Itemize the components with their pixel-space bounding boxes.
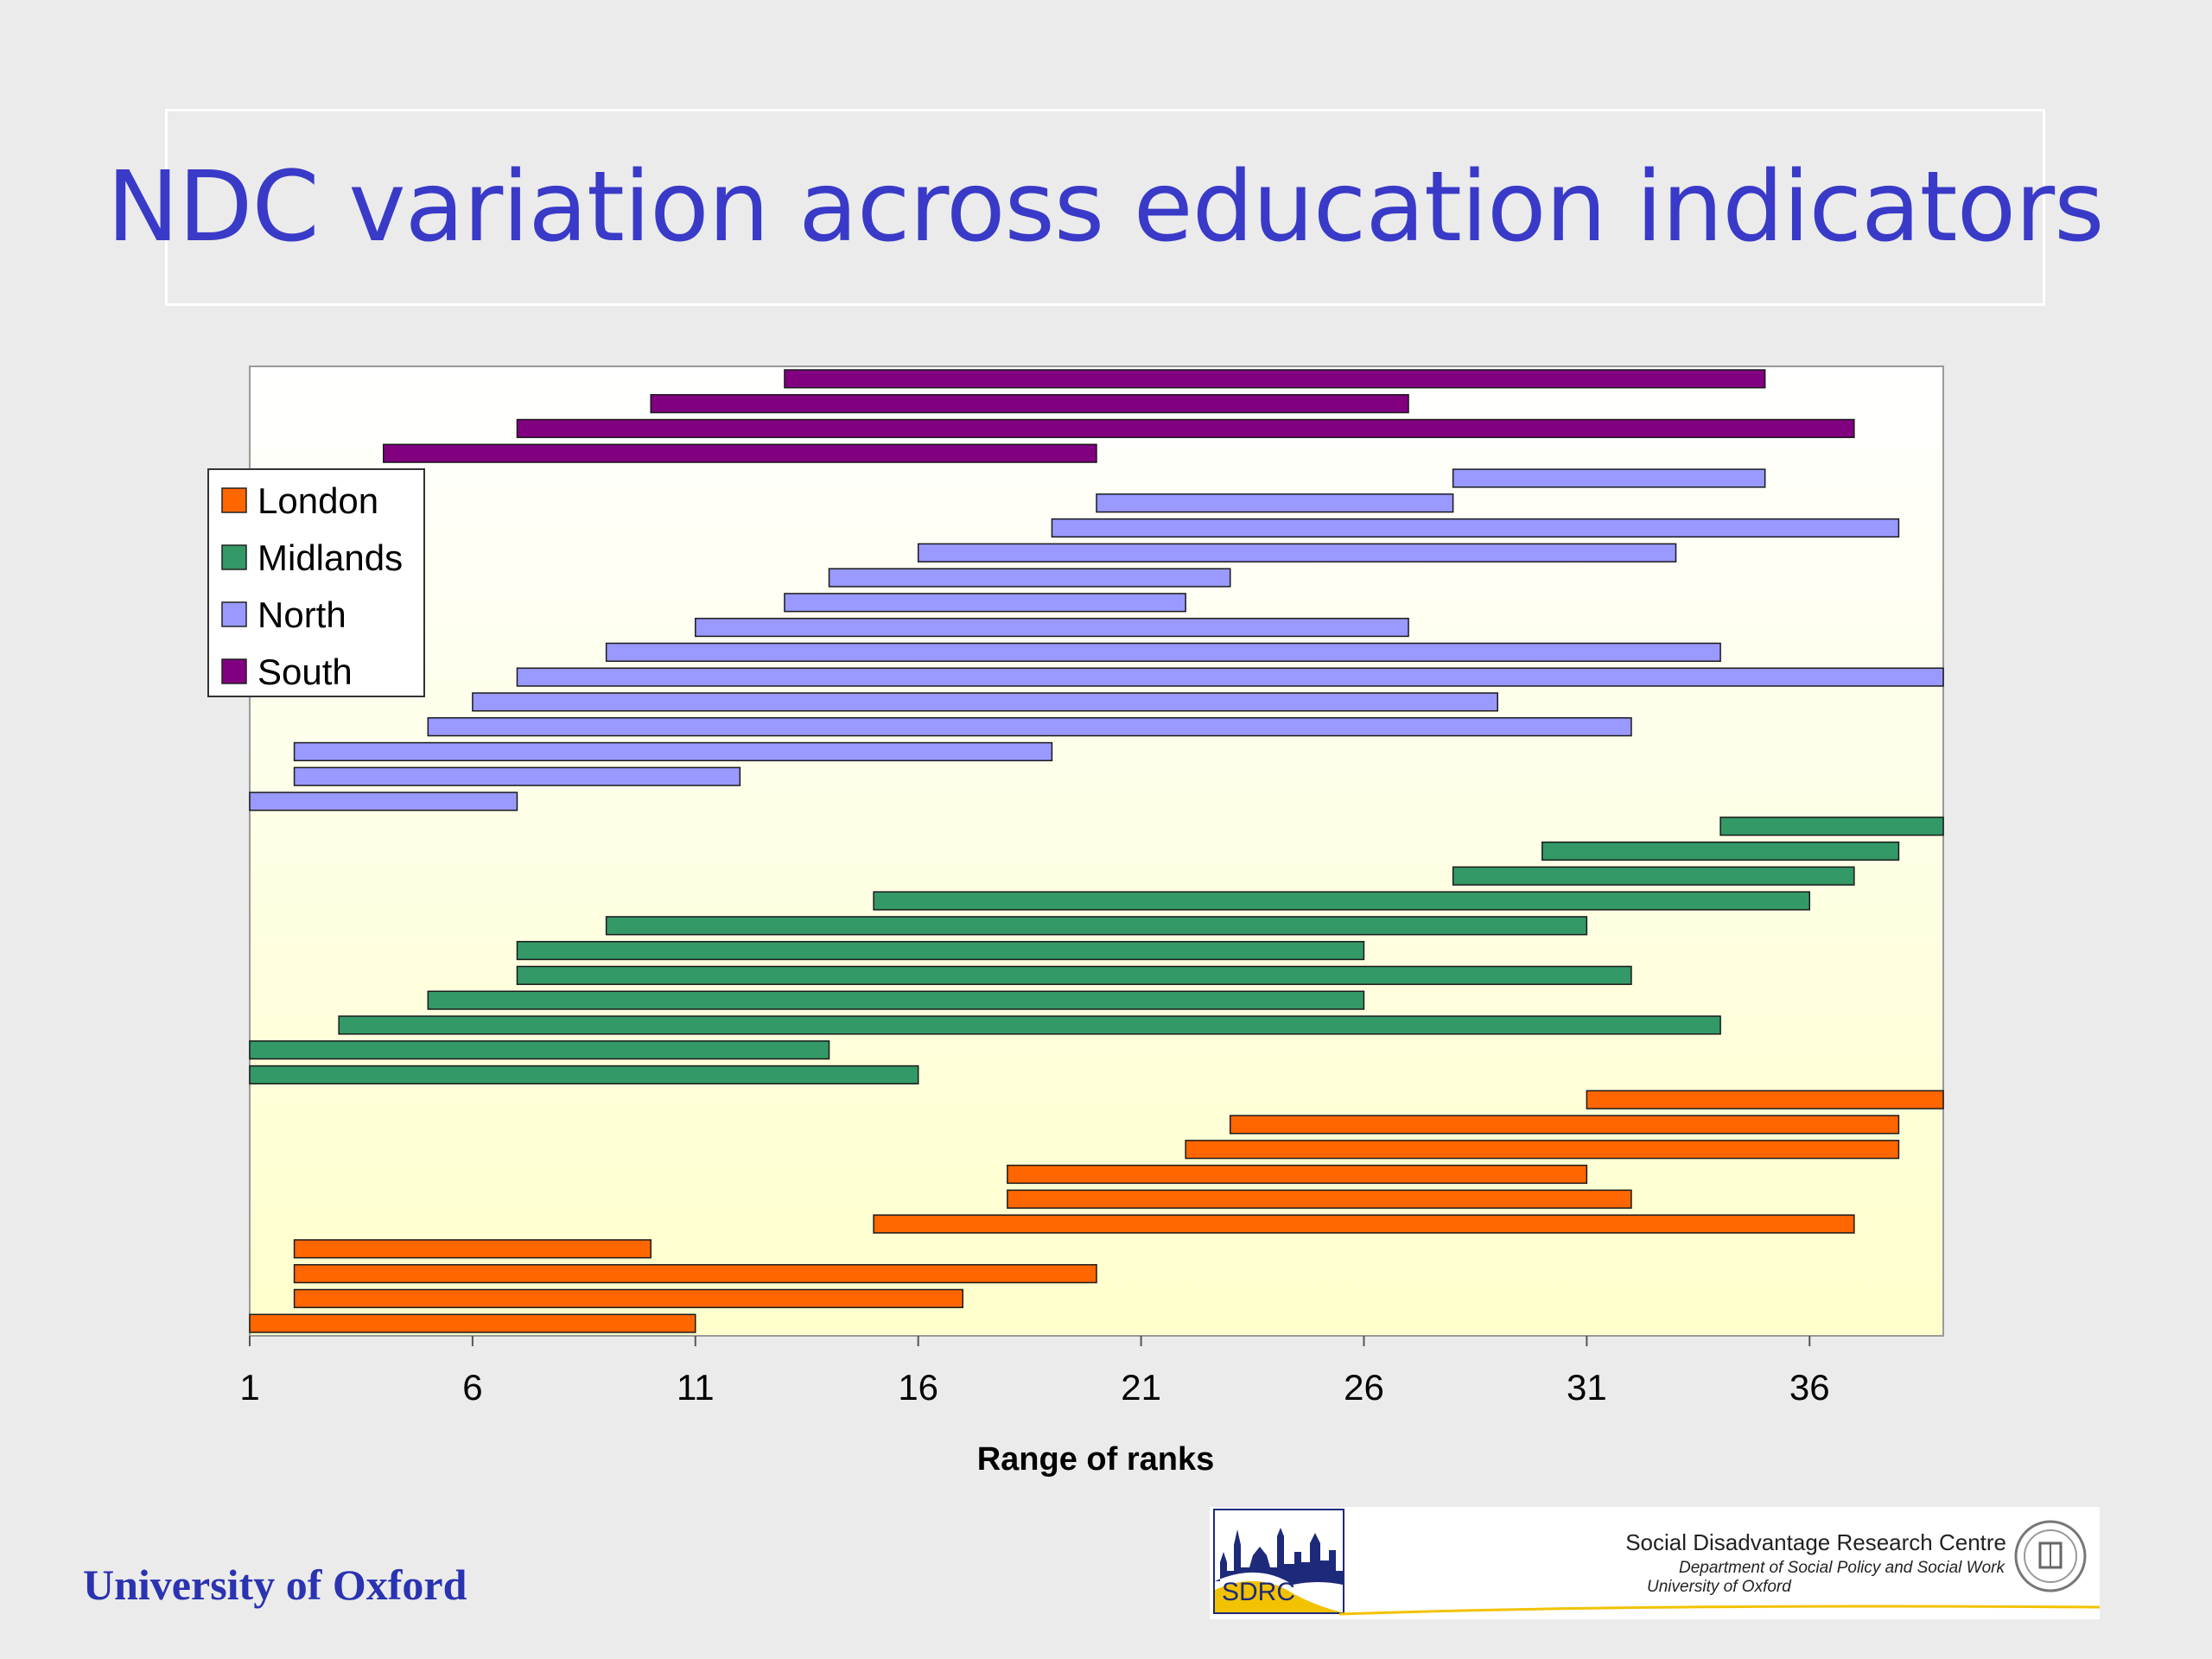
bar-midlands-9 — [1452, 866, 1855, 886]
legend-label-midlands: Midlands — [257, 537, 403, 578]
bar-london-7 — [1007, 1164, 1588, 1185]
bar-midlands-4 — [427, 990, 1365, 1010]
sdrc-university: University of Oxford — [1647, 1578, 1791, 1596]
bar-london-1 — [249, 1313, 696, 1333]
legend-label-london: London — [257, 480, 378, 521]
bar-north-8 — [695, 617, 1409, 638]
bar-midlands-3 — [338, 1015, 1721, 1035]
bar-midlands-2 — [249, 1040, 830, 1060]
bar-north-5 — [472, 692, 1498, 712]
bar-north-11 — [917, 543, 1677, 563]
bar-midlands-1 — [249, 1065, 919, 1085]
sdrc-logo-text: SDRC — [1222, 1578, 1296, 1606]
bar-london-4 — [293, 1239, 652, 1259]
skyline-icon — [1215, 1528, 1343, 1612]
sdrc-centre-name: Social Disadvantage Research Centre — [1625, 1529, 2006, 1555]
legend-label-north: North — [257, 594, 346, 635]
bar-london-10 — [1586, 1090, 1944, 1109]
x-tick-label-31: 31 — [1567, 1367, 1607, 1408]
bar-midlands-5 — [516, 965, 1632, 985]
x-axis: 1 6 11 16 21 26 31 36 — [239, 1336, 1830, 1408]
x-tick-label-21: 21 — [1121, 1367, 1161, 1408]
x-tick-label-36: 36 — [1789, 1367, 1830, 1408]
x-tick-label-1: 1 — [239, 1367, 259, 1408]
bar-midlands-6 — [516, 940, 1365, 961]
university-footer: University of Oxford — [83, 1560, 467, 1609]
bar-london-5 — [873, 1214, 1855, 1234]
x-axis-label: Range of ranks — [977, 1441, 1215, 1478]
bar-south-1 — [382, 443, 1097, 463]
legend-swatch-north — [221, 601, 247, 627]
bar-london-3 — [293, 1263, 1097, 1284]
bar-midlands-11 — [1719, 817, 1944, 836]
x-tick-label-26: 26 — [1344, 1367, 1384, 1408]
bar-north-3 — [293, 741, 1053, 762]
bar-north-7 — [605, 642, 1721, 662]
bar-north-6 — [516, 667, 1944, 687]
bar-london-2 — [293, 1288, 964, 1308]
sdrc-banner: SDRC Social Disadvantage Research Centre… — [1210, 1507, 2100, 1619]
bar-london-6 — [1007, 1189, 1632, 1209]
bar-midlands-8 — [873, 891, 1811, 911]
bar-north-12 — [1051, 518, 1900, 538]
bar-north-10 — [828, 568, 1231, 588]
bar-north-1 — [249, 791, 518, 811]
legend: London Midlands North South — [207, 468, 425, 697]
bar-london-8 — [1185, 1140, 1900, 1160]
oxford-seal-icon — [2014, 1520, 2087, 1592]
sdrc-department: Department of Social Policy and Social W… — [1679, 1559, 2005, 1577]
x-tick-label-6: 6 — [462, 1367, 482, 1408]
x-tick-label-16: 16 — [898, 1367, 938, 1408]
x-tick-label-11: 11 — [677, 1367, 715, 1408]
page-title: NDC variation across education indicator… — [106, 151, 2105, 264]
bar-north-2 — [293, 766, 741, 786]
bar-south-2 — [516, 418, 1855, 439]
bar-midlands-7 — [605, 916, 1588, 936]
bar-north-4 — [427, 717, 1632, 737]
legend-swatch-london — [221, 487, 247, 513]
legend-swatch-south — [221, 658, 247, 684]
legend-swatch-midlands — [221, 544, 247, 570]
bar-london-9 — [1229, 1115, 1900, 1135]
bar-north-9 — [784, 593, 1186, 613]
sdrc-logo: SDRC — [1213, 1509, 1344, 1614]
bar-south-4 — [784, 369, 1766, 389]
bar-north-14 — [1452, 468, 1766, 488]
bar-north-13 — [1096, 493, 1454, 513]
legend-label-south: South — [257, 652, 353, 692]
bar-midlands-10 — [1541, 841, 1900, 861]
title-box: NDC variation across education indicator… — [107, 109, 2105, 306]
bar-south-3 — [650, 394, 1409, 414]
sdrc-swoosh — [1338, 1605, 2100, 1616]
bars-layer — [249, 369, 1944, 1333]
